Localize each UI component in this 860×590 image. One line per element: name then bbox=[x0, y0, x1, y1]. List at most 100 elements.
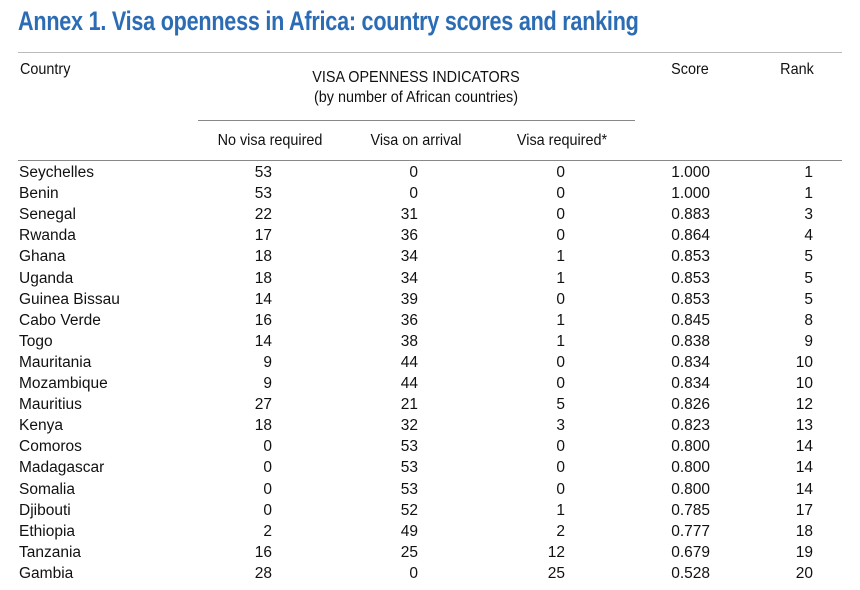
value-cell: 0 bbox=[556, 290, 565, 308]
value-cell: 0 bbox=[556, 438, 565, 456]
value-cell: 18 bbox=[795, 522, 813, 540]
value-cell: 1 bbox=[556, 269, 565, 287]
country-cell: Comoros bbox=[19, 438, 82, 456]
value-cell: 0.838 bbox=[671, 332, 710, 350]
value-cell: 0.845 bbox=[671, 311, 710, 329]
value-cell: 0.853 bbox=[671, 269, 710, 287]
value-cell: 0 bbox=[409, 564, 418, 582]
country-cell: Gambia bbox=[19, 564, 74, 582]
value-cell: 0.679 bbox=[671, 543, 710, 561]
country-cell: Guinea Bissau bbox=[19, 290, 120, 308]
value-cell: 49 bbox=[400, 522, 418, 540]
value-cell: 0.528 bbox=[671, 564, 710, 582]
value-cell: 0.853 bbox=[671, 290, 710, 308]
value-cell: 14 bbox=[254, 290, 272, 308]
country-cell: Togo bbox=[19, 332, 53, 350]
country-cell: Mauritania bbox=[19, 353, 92, 371]
value-cell: 1.000 bbox=[671, 164, 710, 181]
value-cell: 0.834 bbox=[671, 375, 710, 392]
value-cell: 21 bbox=[400, 396, 418, 414]
value-cell: 9 bbox=[804, 332, 813, 350]
value-cell: 3 bbox=[804, 206, 813, 224]
value-cell: 12 bbox=[795, 396, 813, 414]
value-cell: 27 bbox=[254, 396, 272, 414]
value-cell: 18 bbox=[254, 269, 272, 287]
value-cell: 0.800 bbox=[671, 438, 710, 456]
country-cell: Benin bbox=[19, 185, 59, 203]
country-cell: Somalia bbox=[19, 480, 75, 498]
value-cell: 17 bbox=[795, 501, 813, 519]
value-cell: 32 bbox=[400, 417, 418, 435]
value-cell: 0.800 bbox=[671, 459, 710, 477]
country-cell: Djibouti bbox=[19, 501, 71, 519]
value-cell: 0.834 bbox=[671, 353, 710, 371]
value-cell: 28 bbox=[254, 564, 272, 582]
value-cell: 12 bbox=[547, 543, 565, 561]
country-cell: Tanzania bbox=[19, 543, 82, 561]
value-cell: 5 bbox=[804, 269, 813, 287]
value-cell: 16 bbox=[254, 543, 272, 561]
score-header: Score bbox=[671, 61, 709, 78]
value-cell: 14 bbox=[795, 480, 813, 498]
value-cell: 0 bbox=[556, 164, 565, 181]
value-cell: 44 bbox=[400, 375, 418, 392]
value-cell: 0 bbox=[263, 501, 272, 519]
value-cell: 17 bbox=[254, 227, 272, 245]
value-cell: 25 bbox=[547, 564, 565, 582]
country-cell: Rwanda bbox=[19, 227, 76, 245]
value-cell: 0.777 bbox=[671, 522, 710, 540]
value-cell: 44 bbox=[400, 353, 418, 371]
value-cell: 18 bbox=[254, 248, 272, 266]
value-cell: 4 bbox=[804, 227, 813, 245]
value-cell: 3 bbox=[556, 417, 565, 435]
value-cell: 0.823 bbox=[671, 417, 710, 435]
value-cell: 0.826 bbox=[671, 396, 710, 414]
value-cell: 22 bbox=[254, 206, 272, 224]
value-cell: 53 bbox=[254, 164, 272, 181]
country-cell: Mozambique bbox=[19, 375, 108, 392]
value-cell: 0 bbox=[556, 480, 565, 498]
value-cell: 14 bbox=[795, 459, 813, 477]
value-cell: 0 bbox=[263, 438, 272, 456]
value-cell: 1 bbox=[804, 164, 813, 181]
value-cell: 13 bbox=[795, 417, 813, 435]
country-cell: Ghana bbox=[19, 248, 66, 266]
value-cell: 52 bbox=[400, 501, 418, 519]
value-cell: 0 bbox=[556, 206, 565, 224]
value-cell: 0 bbox=[263, 480, 272, 498]
value-cell: 1 bbox=[556, 311, 565, 329]
rank-header: Rank bbox=[780, 61, 814, 78]
header-rule bbox=[18, 160, 842, 161]
value-cell: 1.000 bbox=[671, 185, 710, 203]
country-cell: Madagascar bbox=[19, 459, 105, 477]
country-cell: Uganda bbox=[19, 269, 74, 287]
country-cell: Mauritius bbox=[19, 396, 82, 414]
value-cell: 9 bbox=[263, 375, 272, 392]
group-rule bbox=[198, 120, 635, 121]
value-cell: 53 bbox=[400, 480, 418, 498]
value-cell: 0.864 bbox=[671, 227, 710, 245]
value-cell: 8 bbox=[804, 311, 813, 329]
value-cell: 36 bbox=[400, 311, 418, 329]
value-cell: 53 bbox=[400, 438, 418, 456]
value-cell: 0 bbox=[556, 227, 565, 245]
value-cell: 53 bbox=[400, 459, 418, 477]
value-cell: 14 bbox=[795, 438, 813, 456]
value-cell: 5 bbox=[556, 396, 565, 414]
group-note: (by number of African countries) bbox=[313, 89, 519, 106]
value-cell: 0.800 bbox=[671, 480, 710, 498]
value-cell: 53 bbox=[254, 185, 272, 203]
value-cell: 10 bbox=[795, 353, 813, 371]
value-cell: 1 bbox=[804, 185, 813, 203]
group-header: VISA OPENNESS INDICATORS bbox=[312, 69, 520, 86]
value-cell: 0 bbox=[409, 185, 418, 203]
value-cell: 0.785 bbox=[671, 501, 710, 519]
value-cell: 34 bbox=[400, 248, 418, 266]
value-cell: 34 bbox=[400, 269, 418, 287]
value-cell: 0 bbox=[556, 375, 565, 392]
value-cell: 10 bbox=[795, 375, 813, 392]
value-cell: 16 bbox=[254, 311, 272, 329]
value-cell: 18 bbox=[254, 417, 272, 435]
column-header: Visa required* bbox=[516, 132, 608, 149]
